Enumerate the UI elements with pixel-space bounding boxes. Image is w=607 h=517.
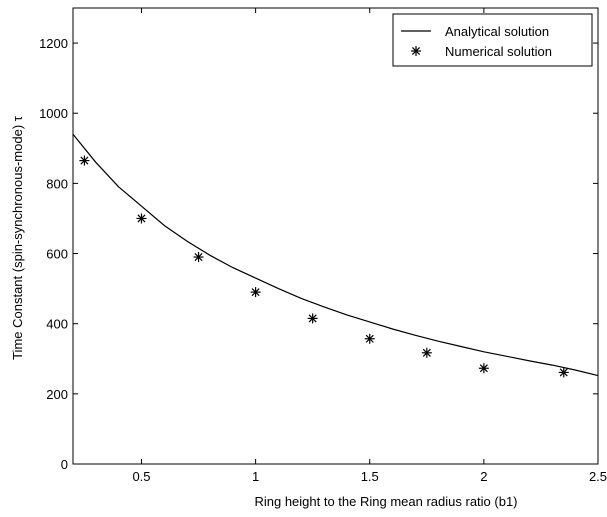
numerical-solution-point [478,363,489,374]
numerical-solution-point [307,313,318,324]
y-tick-label: 0 [61,457,68,472]
numerical-solution-point [364,333,375,344]
numerical-solution-point [136,213,147,224]
legend-entry: Numerical solution [445,44,552,59]
legend-box [392,13,593,67]
numerical-solution-point [79,155,90,166]
y-tick-label: 200 [46,387,68,402]
legend: Analytical solution Numerical solution [392,13,593,67]
legend-entry: Analytical solution [445,24,549,39]
plot-data [72,133,599,378]
x-tick-label: 2.5 [589,469,607,484]
x-axis-label: Ring height to the Ring mean radius rati… [254,494,517,509]
numerical-solution-point [558,367,569,378]
legend-marker-sample [411,46,421,56]
x-tick-label: 1.5 [361,469,379,484]
plot-frame [72,7,599,465]
y-tick-label: 800 [46,176,68,191]
numerical-solution-point [193,252,204,263]
analytical-solution-line [72,133,599,377]
x-tick-label: 0.5 [132,469,150,484]
y-tick-label: 1000 [39,106,68,121]
y-tick-label: 400 [46,317,68,332]
numerical-solution-point [421,347,432,358]
y-axis-label: Time Constant (spin-synchronous-mode) τ [10,115,25,360]
y-tick-label: 1200 [39,36,68,51]
x-tick-label: 2 [480,469,487,484]
y-tick-label: 600 [46,247,68,262]
numerical-solution-point [250,287,261,298]
x-tick-label: 1 [252,469,259,484]
axes: 0.5 1 1.5 2 2.5 0 200 400 600 800 1000 1200 [39,7,607,484]
